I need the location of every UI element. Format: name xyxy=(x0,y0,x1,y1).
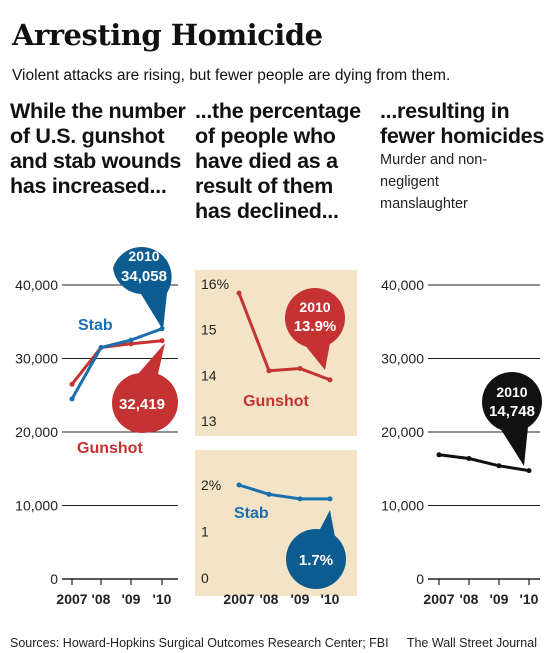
wounds-xtick-label: '09 xyxy=(122,591,141,607)
homicide-point xyxy=(466,456,472,461)
stab-series-label: Stab xyxy=(78,317,113,334)
homicide-xtick-label: 2007 xyxy=(423,591,454,607)
homicide-ytick-label: 10,000 xyxy=(381,498,424,514)
gunshot-rate-ytick-label: 16% xyxy=(201,276,229,292)
gunshot-percent-series-label: Gunshot xyxy=(243,393,309,410)
homicide-xtick-label: '08 xyxy=(460,591,479,607)
homicide-callout-value: 14,748 xyxy=(489,403,535,420)
stab-rate-point xyxy=(236,482,242,488)
wounds-xtick-label: 2007 xyxy=(56,591,87,607)
left-column-heading: While the number of U.S. gunshot and sta… xyxy=(10,99,186,198)
gunshot-wounds-point xyxy=(159,338,165,344)
stab-2010-callout: 2010 34,058 xyxy=(113,247,172,330)
sources-note: Sources: Howard-Hopkins Surgical Outcome… xyxy=(10,636,389,650)
gunshot-rate-point xyxy=(266,368,272,374)
homicide-xtick-label: '10 xyxy=(520,591,539,607)
stab-rate-ytick-label: 2% xyxy=(201,477,221,493)
homicide-ytick-label: 20,000 xyxy=(381,424,424,440)
gunshot-death-rate-line xyxy=(237,292,331,382)
gunshot-wounds-point xyxy=(128,341,134,347)
homicide-ytick-label: 0 xyxy=(416,571,424,587)
stab-wounds-line xyxy=(70,327,163,400)
stab-wounds-point xyxy=(98,345,104,350)
gunshot-2010-callout: 32,419 xyxy=(112,343,178,433)
wsj-credit: The Wall Street Journal xyxy=(406,636,537,650)
middle-column-heading: ...the percentage of people who have die… xyxy=(195,99,361,223)
stab-rate-point xyxy=(297,496,303,502)
stab-callout-year: 2010 xyxy=(128,248,159,264)
stab-rate-xtick-label: 2007 xyxy=(223,591,254,607)
gunshot-rate-ytick-label: 14 xyxy=(201,367,217,383)
stab-rate-ytick-label: 0 xyxy=(201,570,209,586)
wounds-ytick-label: 0 xyxy=(50,571,58,587)
page-title: Arresting Homicide xyxy=(12,18,323,52)
gunshot-rate-point xyxy=(297,366,303,371)
page-subtitle: Violent attacks are rising, but fewer pe… xyxy=(12,67,451,84)
wounds-xtick-label: '08 xyxy=(92,591,111,607)
gunshot-wounds-point xyxy=(69,381,75,387)
stab-rate-point xyxy=(266,491,272,497)
gunshot-wounds-line xyxy=(70,339,163,386)
homicide-line xyxy=(438,453,530,473)
homicide-point xyxy=(436,452,442,458)
gunshot-rate-point xyxy=(327,377,333,383)
homicide-ytick-label: 30,000 xyxy=(381,351,424,367)
wounds-xtick-label: '10 xyxy=(153,591,172,607)
homicide-xtick-label: '09 xyxy=(490,591,509,607)
wounds-ytick-label: 10,000 xyxy=(15,498,58,514)
stab-callout-value: 34,058 xyxy=(121,268,167,285)
stab-rate-point xyxy=(327,496,333,502)
gunshot-rate-ytick-label: 13 xyxy=(201,413,217,429)
right-column-heading: ...resulting in fewer homicides xyxy=(380,99,544,148)
stab-wounds-point xyxy=(69,396,75,402)
wounds-ytick-label: 30,000 xyxy=(15,351,58,367)
stab-rate-callout-value: 1.7% xyxy=(299,552,333,569)
wounds-ytick-label: 40,000 xyxy=(15,277,58,293)
homicide-callout: 2010 14,748 xyxy=(482,372,542,466)
stab-rate-ytick-label: 1 xyxy=(201,524,209,540)
homicide-callout-year: 2010 xyxy=(496,384,527,400)
gunshot-series-label: Gunshot xyxy=(77,440,143,457)
stab-rate-xtick-label: '08 xyxy=(260,591,279,607)
gunshot-rate-callout: 2010 13.9% xyxy=(285,288,345,370)
gunshot-rate-callout-year: 2010 xyxy=(299,299,330,315)
stab-percent-series-label: Stab xyxy=(234,505,269,522)
stab-death-rate-line xyxy=(238,483,330,501)
homicide-ytick-label: 40,000 xyxy=(381,277,424,293)
gunshot-rate-ytick-label: 15 xyxy=(201,322,217,338)
stab-rate-callout: 1.7% xyxy=(286,510,346,589)
gunshot-rate-point xyxy=(236,290,242,296)
stab-rate-xtick-label: '09 xyxy=(291,591,310,607)
homicide-point xyxy=(496,463,502,469)
homicide-point xyxy=(526,468,532,474)
stab-wounds-point xyxy=(128,337,134,343)
wounds-ytick-label: 20,000 xyxy=(15,424,58,440)
stab-rate-xtick-label: '10 xyxy=(321,591,340,607)
gunshot-rate-callout-value: 13.9% xyxy=(294,318,337,335)
gunshot-callout-value: 32,419 xyxy=(119,396,165,413)
right-column-note: Murder and non-negligent manslaughter xyxy=(380,152,488,212)
